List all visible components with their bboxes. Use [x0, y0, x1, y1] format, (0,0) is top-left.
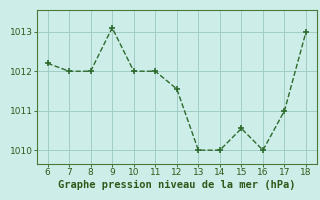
X-axis label: Graphe pression niveau de la mer (hPa): Graphe pression niveau de la mer (hPa): [58, 180, 296, 190]
